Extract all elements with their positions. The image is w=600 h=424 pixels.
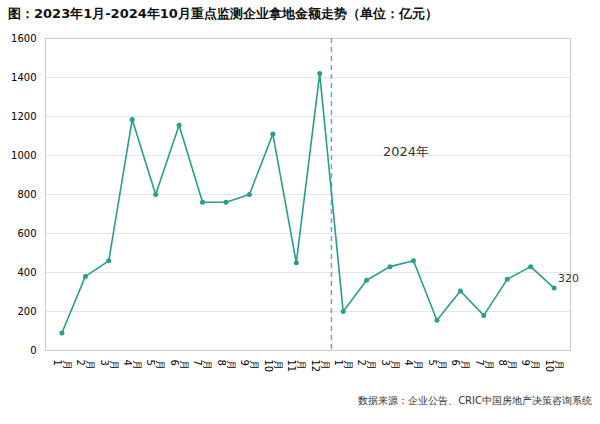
svg-text:月2: 月2 bbox=[356, 360, 377, 370]
svg-text:2024年: 2024年 bbox=[383, 144, 429, 159]
svg-text:月10: 月10 bbox=[544, 360, 565, 373]
svg-text:月11: 月11 bbox=[286, 360, 307, 373]
svg-text:320: 320 bbox=[558, 272, 579, 285]
svg-text:1400: 1400 bbox=[11, 72, 36, 83]
svg-text:400: 400 bbox=[17, 267, 36, 278]
svg-text:0: 0 bbox=[30, 345, 36, 356]
svg-text:月6: 月6 bbox=[450, 360, 471, 370]
svg-text:月4: 月4 bbox=[403, 360, 424, 370]
svg-text:月4: 月4 bbox=[122, 360, 143, 370]
svg-text:月2: 月2 bbox=[75, 360, 96, 370]
svg-text:月1: 月1 bbox=[52, 360, 73, 370]
svg-text:月3: 月3 bbox=[380, 360, 401, 370]
svg-text:月6: 月6 bbox=[169, 360, 190, 370]
svg-text:200: 200 bbox=[17, 306, 36, 317]
svg-text:600: 600 bbox=[17, 228, 36, 239]
svg-text:月5: 月5 bbox=[145, 360, 166, 370]
svg-text:月5: 月5 bbox=[427, 360, 448, 370]
svg-text:月7: 月7 bbox=[192, 360, 213, 370]
svg-text:1000: 1000 bbox=[11, 150, 36, 161]
svg-text:月9: 月9 bbox=[239, 360, 260, 370]
svg-text:月9: 月9 bbox=[520, 360, 541, 370]
html-text:数据来源：企业公告、CRIC中国房地产决策咨询系统: 数据来源：企业公告、CRIC中国房地产决策咨询系统 bbox=[358, 395, 592, 406]
svg-text:月12: 月12 bbox=[310, 360, 331, 373]
svg-text:800: 800 bbox=[17, 189, 36, 200]
svg-text:1200: 1200 bbox=[11, 111, 36, 122]
svg-text:1600: 1600 bbox=[11, 33, 36, 44]
svg-text:月8: 月8 bbox=[497, 360, 518, 370]
svg-text:月1: 月1 bbox=[333, 360, 354, 370]
svg-text:月10: 月10 bbox=[263, 360, 284, 373]
html-text:图：2023年1月-2024年10月重点监测企业拿地金额走势: 图：2023年1月-2024年10月重点监测企业拿地金额走势（单位：亿元） bbox=[8, 6, 438, 21]
svg-text:月3: 月3 bbox=[99, 360, 120, 370]
svg-text:月7: 月7 bbox=[474, 360, 495, 370]
svg-text:月8: 月8 bbox=[216, 360, 237, 370]
